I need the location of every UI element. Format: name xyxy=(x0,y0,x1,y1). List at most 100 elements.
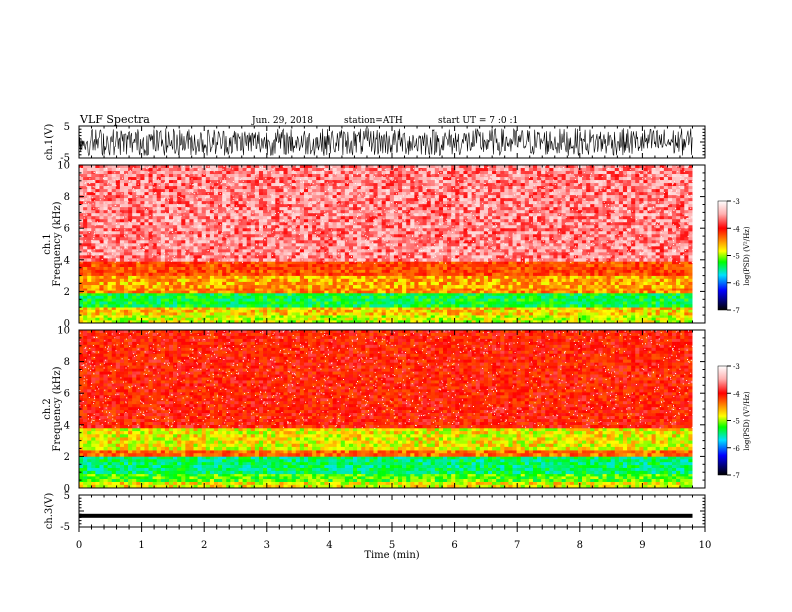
spectrogram-cell xyxy=(279,264,283,267)
spectrogram-cell xyxy=(181,307,185,310)
spectrogram-cell xyxy=(328,273,332,276)
spectrogram-cell xyxy=(451,276,455,279)
spectrogram-cell xyxy=(443,307,447,310)
spectrogram-cell xyxy=(414,288,418,291)
spectrogram-cell xyxy=(656,282,660,285)
spectrogram-cell xyxy=(631,279,635,282)
spectrogram-cell xyxy=(427,270,431,273)
spectrogram-cell xyxy=(173,285,177,288)
spectrogram-cell xyxy=(177,279,181,282)
spectrogram-cell xyxy=(263,267,267,270)
spectrogram-cell xyxy=(664,296,668,299)
spectrogram-cell xyxy=(635,318,639,321)
spectrogram-cell xyxy=(660,293,664,296)
spectrogram-cell xyxy=(218,302,222,305)
spectrogram-cell xyxy=(206,312,210,315)
spectrogram-cell xyxy=(234,273,238,276)
spectrogram-cell xyxy=(558,318,562,321)
spectrogram-cell xyxy=(517,302,521,305)
spectrogram-cell xyxy=(390,282,394,285)
spectrogram-cell xyxy=(418,261,422,264)
spectrogram-cell xyxy=(95,302,99,305)
spectrogram-cell xyxy=(386,183,390,186)
spectrogram-cell xyxy=(247,273,251,276)
spectrogram-cell xyxy=(116,174,120,177)
spectrogram-cell xyxy=(230,302,234,305)
spectrogram-cell xyxy=(468,304,472,307)
spectrogram-cell xyxy=(312,318,316,321)
spectrogram-cell xyxy=(247,279,251,282)
spectrogram-cell xyxy=(95,304,99,307)
spectrogram-cell xyxy=(202,276,206,279)
spectrogram-cell xyxy=(87,318,91,321)
spectrogram-cell xyxy=(230,312,234,315)
spectrogram-cell xyxy=(157,282,161,285)
spectrogram-cell xyxy=(91,177,95,180)
spectrogram-cell xyxy=(116,307,120,310)
spectrogram-cell xyxy=(545,183,549,186)
spectrogram-cell xyxy=(108,189,112,192)
spectrogram-cell xyxy=(99,180,103,183)
spectrogram-cell xyxy=(198,302,202,305)
spectrogram-cell xyxy=(234,192,238,195)
spectrogram-cell xyxy=(684,310,688,313)
spectrogram-cell xyxy=(255,299,259,302)
spectrogram-cell xyxy=(263,279,267,282)
spectrogram-cell xyxy=(181,168,185,171)
spectrogram-cell xyxy=(357,270,361,273)
spectrogram-cell xyxy=(300,291,304,294)
spectrogram-cell xyxy=(173,312,177,315)
spectrogram-cell xyxy=(639,186,643,189)
spectrogram-cell xyxy=(108,177,112,180)
spectrogram-cell xyxy=(382,291,386,294)
spectrogram-cell xyxy=(386,296,390,299)
spectrogram-cell xyxy=(619,302,623,305)
spectrogram-cell xyxy=(643,282,647,285)
spectrogram-cell xyxy=(672,315,676,318)
spectrogram-cell xyxy=(226,264,230,267)
spectrogram-cell xyxy=(566,177,570,180)
spectrogram-cell xyxy=(598,310,602,313)
spectrogram-cell xyxy=(226,312,230,315)
spectrogram-cell xyxy=(194,270,198,273)
spectrogram-cell xyxy=(165,288,169,291)
spectrogram-cell xyxy=(153,186,157,189)
spectrogram-cell xyxy=(275,276,279,279)
spectrogram-cell xyxy=(304,261,308,264)
spectrogram-cell xyxy=(562,180,566,183)
spectrogram-cell xyxy=(427,192,431,195)
spectrogram-cell xyxy=(324,279,328,282)
spectrogram-cell xyxy=(226,276,230,279)
spectrogram-cell xyxy=(607,291,611,294)
spectrogram-cell xyxy=(189,168,193,171)
spectrogram-cell xyxy=(83,270,87,273)
spectrogram-cell xyxy=(660,310,664,313)
spectrogram-cell xyxy=(283,318,287,321)
spectrogram-cell xyxy=(476,174,480,177)
spectrogram-cell xyxy=(566,310,570,313)
spectrogram-cell xyxy=(586,168,590,171)
spectrogram-cell xyxy=(386,261,390,264)
spectrogram-cell xyxy=(631,264,635,267)
spectrogram-cell xyxy=(386,312,390,315)
spectrogram-cell xyxy=(513,177,517,180)
spectrogram-cell xyxy=(337,192,341,195)
spectrogram-cell xyxy=(263,302,267,305)
spectrogram-cell xyxy=(537,310,541,313)
spectrogram-cell xyxy=(513,261,517,264)
spectrogram-cell xyxy=(365,296,369,299)
spectrogram-cell xyxy=(132,307,136,310)
spectrogram-cell xyxy=(468,270,472,273)
spectrogram-cell xyxy=(116,304,120,307)
spectrogram-cell xyxy=(218,307,222,310)
spectrogram-cell xyxy=(525,304,529,307)
spectrogram-cell xyxy=(95,299,99,302)
spectrogram-cell xyxy=(328,299,332,302)
spectrogram-cell xyxy=(316,299,320,302)
spectrogram-cell xyxy=(472,270,476,273)
spectrogram-cell xyxy=(251,302,255,305)
spectrogram-cell xyxy=(230,315,234,318)
spectrogram-cell xyxy=(639,171,643,174)
spectrogram-cell xyxy=(239,318,243,321)
spectrogram-cell xyxy=(210,198,214,201)
